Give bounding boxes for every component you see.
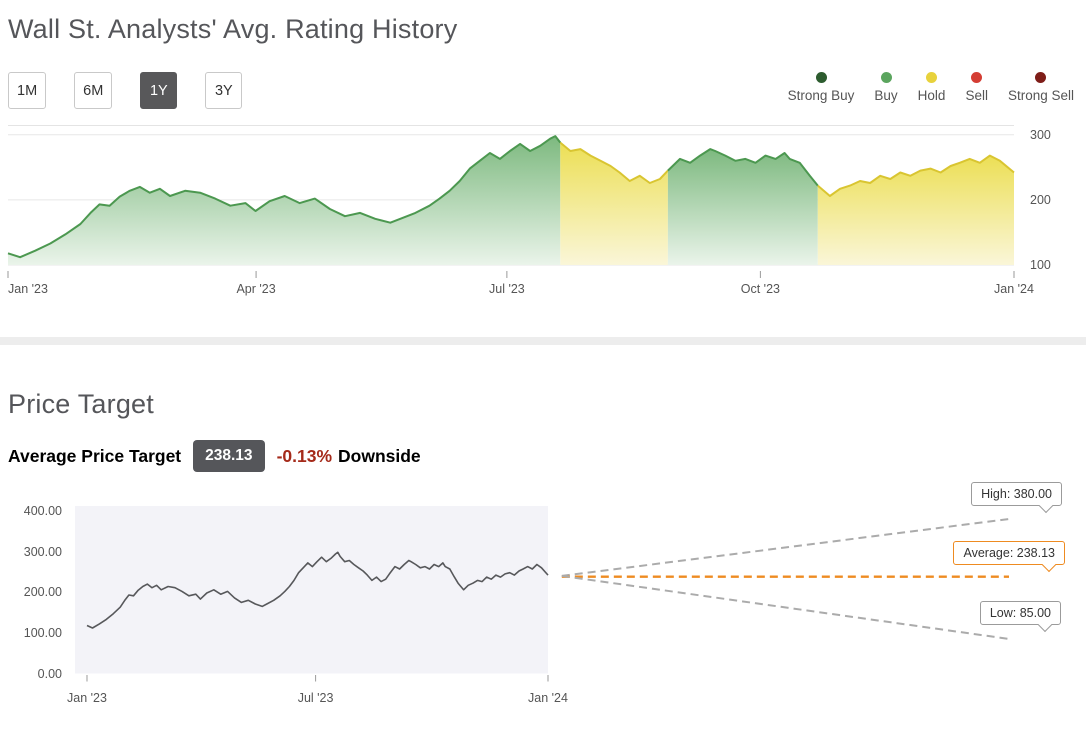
range-button-3y[interactable]: 3Y <box>205 72 243 109</box>
chart1-ytick-100: 100 <box>1030 258 1051 272</box>
chart2-ytick-300: 300.00 <box>23 544 62 559</box>
range-button-1m[interactable]: 1M <box>8 72 47 109</box>
price-target-title: Price Target <box>8 389 154 419</box>
rating-history-title: Wall St. Analysts' Avg. Rating History <box>8 14 458 44</box>
rating-controls-row: 1M 6M 1Y 3Y Strong Buy Buy Hold Sell <box>8 72 1078 109</box>
low-price-callout: Low: 85.00 <box>979 601 1061 625</box>
legend-item-hold: Hold <box>917 72 946 103</box>
average-price-target-badge: 238.13 <box>193 440 265 472</box>
strong-sell-dot-icon <box>1035 72 1047 83</box>
time-range-selector: 1M 6M 1Y 3Y <box>8 72 243 109</box>
price-target-chart-area: 400.00 300.00 200.00 100.00 0.00 Jan '23… <box>0 479 1086 714</box>
chart1-xtick-jan24: Jan '24 <box>994 282 1034 296</box>
price-target-chart[interactable] <box>75 506 1015 684</box>
page: { "rating_history": { "title": "Wall St.… <box>0 14 1086 743</box>
legend-item-buy: Buy <box>874 72 898 103</box>
chart2-xtick-jan23: Jan '23 <box>67 691 107 705</box>
range-button-6m[interactable]: 6M <box>74 72 113 109</box>
chart1-xtick-jul23: Jul '23 <box>489 282 525 296</box>
legend-item-sell: Sell <box>965 72 988 103</box>
chart2-ytick-200: 200.00 <box>23 585 62 600</box>
chart2-y-axis: 400.00 300.00 200.00 100.00 0.00 <box>0 479 62 714</box>
price-target-change: -0.13% Downside <box>277 446 421 467</box>
average-price-target-label: Average Price Target <box>8 445 182 466</box>
legend-label-strong-buy: Strong Buy <box>787 88 855 103</box>
legend-label-buy: Buy <box>874 88 898 103</box>
rating-history-chart[interactable] <box>7 125 1015 281</box>
chart2-xtick-jul23: Jul '23 <box>297 691 334 705</box>
legend-item-strong-sell: Strong Sell <box>1008 72 1074 103</box>
rating-legend: Strong Buy Buy Hold Sell Strong Sell <box>788 72 1078 103</box>
rating-history-section: Wall St. Analysts' Avg. Rating History 1… <box>0 14 1086 303</box>
rating-history-chart-area: 300 200 100 Jan '23 Apr '23 Jul '23 Oct … <box>0 125 1086 303</box>
legend-label-sell: Sell <box>965 88 988 103</box>
legend-item-strong-buy: Strong Buy <box>787 72 855 103</box>
legend-label-strong-sell: Strong Sell <box>1007 88 1074 103</box>
downside-percent: -0.13% <box>276 445 333 466</box>
chart2-ytick-100: 100.00 <box>23 625 62 640</box>
chart2-ytick-0: 0.00 <box>37 666 62 681</box>
chart2-ytick-400: 400.00 <box>23 503 62 518</box>
chart1-ytick-200: 200 <box>1030 192 1051 207</box>
sell-dot-icon <box>971 72 983 83</box>
section-separator <box>0 337 1086 345</box>
chart1-xtick-jan23: Jan '23 <box>8 282 48 296</box>
strong-buy-dot-icon <box>815 72 827 83</box>
downside-word: Downside <box>338 445 421 466</box>
high-price-callout: High: 380.00 <box>971 482 1062 506</box>
chart1-xtick-oct23: Oct '23 <box>740 282 780 296</box>
chart2-xtick-jan24: Jan '24 <box>528 691 568 705</box>
legend-label-hold: Hold <box>917 88 946 103</box>
chart1-ytick-300: 300 <box>1030 127 1051 142</box>
chart1-xtick-apr23: Apr '23 <box>236 282 276 296</box>
range-button-1y[interactable]: 1Y <box>140 72 178 109</box>
buy-dot-icon <box>880 72 892 83</box>
hold-dot-icon <box>926 72 938 83</box>
average-price-callout: Average: 238.13 <box>953 541 1065 565</box>
price-target-section: Price Target Average Price Target 238.13… <box>0 389 1086 714</box>
price-target-summary: Average Price Target 238.13 -0.13% Downsi… <box>8 440 1086 472</box>
